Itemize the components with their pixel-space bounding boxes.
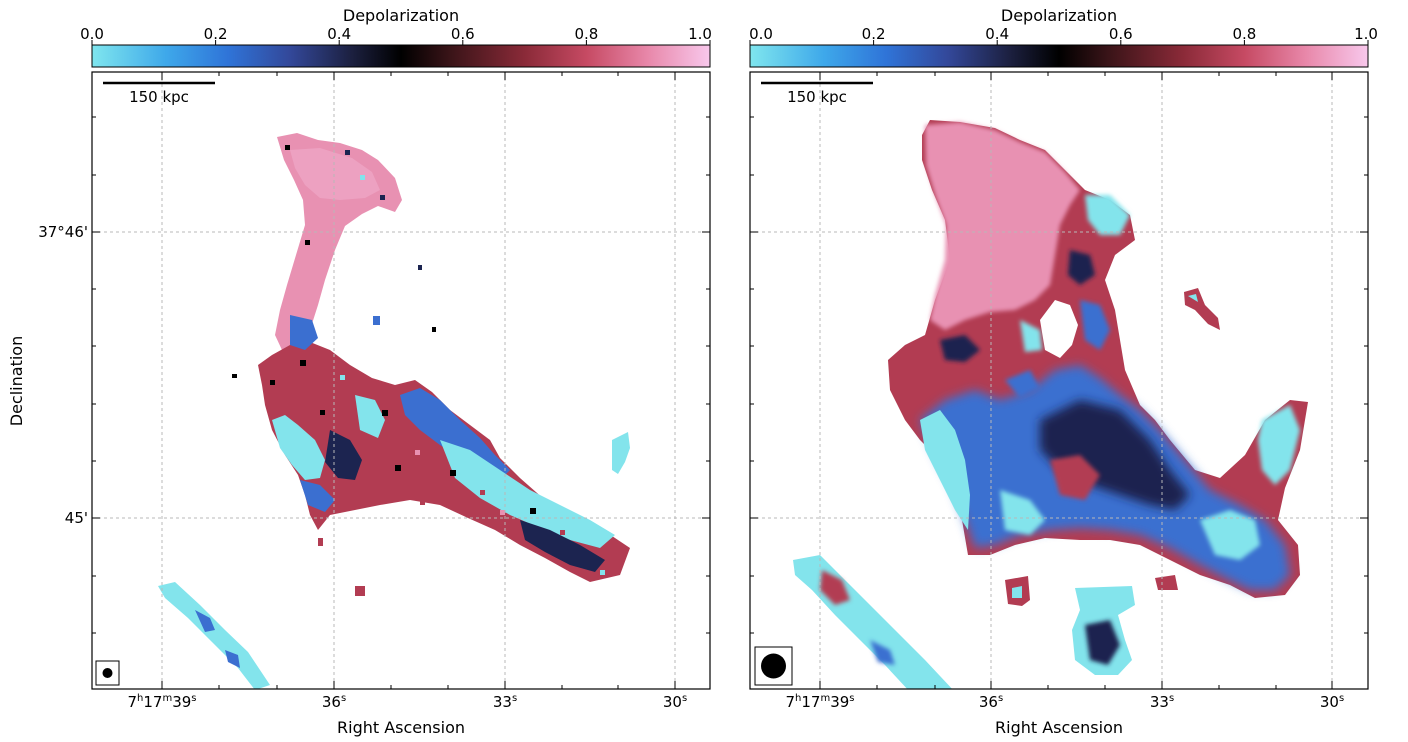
axis-ticks-left	[92, 72, 710, 689]
colorbar-right: Depolarization 0.0 0.2 0.4 0.6 0.8 1.0	[749, 6, 1378, 68]
colorbar-gradient	[749, 44, 1369, 68]
colorbar-gradient	[91, 44, 711, 68]
x-tick-label: 7h17m39s	[785, 693, 854, 711]
grid-right	[750, 72, 1368, 689]
scale-bar-left: 150 kpc	[103, 81, 215, 106]
x-tick-label: 30s	[1320, 693, 1344, 711]
colorbar-tick-label: 0.2	[204, 25, 228, 43]
x-tick-label: 30s	[663, 693, 687, 711]
x-tick-label: 36s	[979, 693, 1003, 711]
colorbar-tick-label: 1.0	[688, 25, 712, 43]
beam-left	[95, 660, 120, 686]
colorbar-ticks	[91, 40, 711, 45]
x-tick-label: 33s	[1150, 693, 1174, 711]
depolarization-map-right	[793, 120, 1308, 689]
colorbar-tick-label: 0.4	[327, 25, 351, 43]
beam-right	[754, 646, 793, 686]
colorbar-label: Depolarization	[1001, 6, 1117, 25]
x-tick-label: 33s	[493, 693, 517, 711]
x-tick-label: 36s	[322, 693, 346, 711]
axis-ticks-right	[750, 72, 1368, 689]
x-axis-label: Right Ascension	[337, 718, 465, 737]
colorbar-tick-label: 0.4	[985, 25, 1009, 43]
scale-bar-right: 150 kpc	[761, 81, 873, 106]
colorbar-tick-label: 0.8	[1232, 25, 1256, 43]
colorbar-tick-label: 0.0	[749, 25, 773, 43]
colorbar-tick-label: 0.8	[574, 25, 598, 43]
y-axis-label: Declination	[7, 336, 26, 426]
right-panel: Depolarization 0.0 0.2 0.4 0.6 0.8 1.0	[749, 6, 1378, 737]
colorbar-ticks	[749, 40, 1369, 45]
colorbar-tick-label: 0.2	[862, 25, 886, 43]
plot-frame-right	[749, 71, 1369, 690]
colorbar-tick-label: 0.0	[80, 25, 104, 43]
x-axis-label: Right Ascension	[995, 718, 1123, 737]
plot-frame-left	[91, 71, 711, 690]
colorbar-tick-label: 1.0	[1354, 25, 1378, 43]
colorbar-tick-label: 0.6	[451, 25, 475, 43]
colorbar-label: Depolarization	[343, 6, 459, 25]
y-tick-label: 45'	[65, 509, 88, 527]
grid-left	[92, 72, 710, 689]
plot-area	[92, 72, 710, 689]
depolarization-map-left	[158, 133, 630, 689]
colorbar-left: Depolarization 0.0 0.2 0.4 0.6 0.8 1.0	[80, 6, 712, 68]
left-panel: Depolarization 0.0 0.2 0.4 0.6 0.8 1.0	[38, 6, 712, 737]
colorbar-tick-label: 0.6	[1109, 25, 1133, 43]
x-tick-label: 7h17m39s	[127, 693, 196, 711]
speckle-left	[270, 145, 605, 575]
scale-bar-label: 150 kpc	[787, 88, 847, 106]
scale-bar-label: 150 kpc	[129, 88, 189, 106]
y-tick-label: 37°46'	[38, 223, 88, 241]
